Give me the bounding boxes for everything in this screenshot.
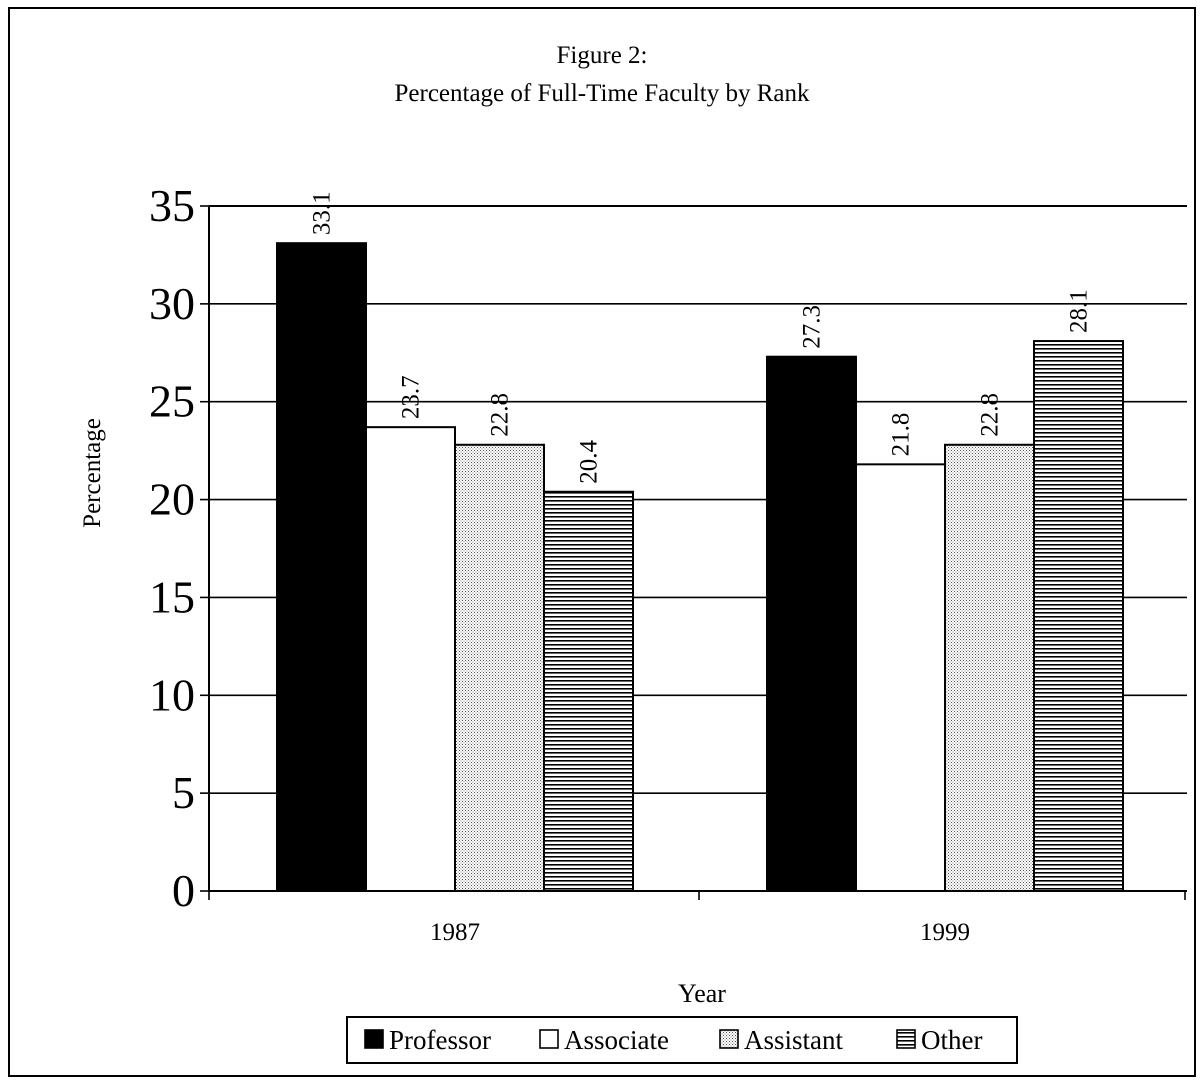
legend-swatch-professor	[364, 1029, 384, 1049]
chart-subtitle: Percentage of Full-Time Faculty by Rank	[395, 80, 810, 107]
chart-title: Figure 2:	[557, 42, 648, 69]
x-tick-label: 1999	[920, 919, 970, 946]
data-label: 23.7	[398, 375, 425, 419]
legend-swatch-assistant	[719, 1029, 739, 1049]
legend-label: Associate	[564, 1025, 669, 1055]
bar-professor-1999	[766, 355, 857, 892]
legend-label: Professor	[389, 1025, 491, 1055]
legend: Professor Associate Assistant Other	[346, 1016, 1018, 1064]
y-axis-ticks: 0 5 10 15 20 25 30 35	[149, 180, 209, 916]
x-axis-label: Year	[678, 979, 726, 1008]
data-labels: 33.1 23.7 22.8 20.4 27.3 21.8 22.8 28.1	[309, 191, 1093, 483]
legend-swatch-associate	[539, 1029, 559, 1049]
y-tick-label: 10	[149, 669, 195, 720]
data-label: 28.1	[1066, 289, 1093, 333]
y-tick-label: 35	[149, 180, 195, 231]
data-label: 33.1	[309, 191, 336, 235]
y-tick-label: 30	[149, 278, 195, 329]
data-label: 27.3	[799, 305, 826, 349]
bar-assistant-1987	[454, 443, 545, 892]
bar-professor-1987	[276, 242, 367, 892]
data-label: 21.8	[888, 413, 915, 457]
data-label: 22.8	[487, 393, 514, 437]
bar-associate-1987	[365, 426, 456, 892]
y-tick-label: 25	[149, 376, 195, 427]
y-tick-label: 0	[172, 865, 195, 916]
x-tick-label: 1987	[430, 919, 480, 946]
legend-label: Assistant	[744, 1025, 844, 1055]
legend-swatch-other	[896, 1029, 916, 1049]
y-axis-label: Percentage	[79, 418, 106, 528]
bar-assistant-1999	[944, 443, 1035, 892]
bars	[276, 242, 1124, 892]
x-axis-ticks: 1987 1999	[208, 890, 1187, 946]
bar-associate-1999	[855, 463, 946, 892]
legend-label: Other	[921, 1025, 982, 1055]
bar-other-1999	[1033, 340, 1124, 892]
y-tick-label: 5	[172, 767, 195, 818]
bar-other-1987	[543, 490, 634, 892]
data-label: 20.4	[576, 439, 603, 483]
y-tick-label: 15	[149, 571, 195, 622]
y-tick-label: 20	[149, 474, 195, 525]
data-label: 22.8	[977, 393, 1004, 437]
